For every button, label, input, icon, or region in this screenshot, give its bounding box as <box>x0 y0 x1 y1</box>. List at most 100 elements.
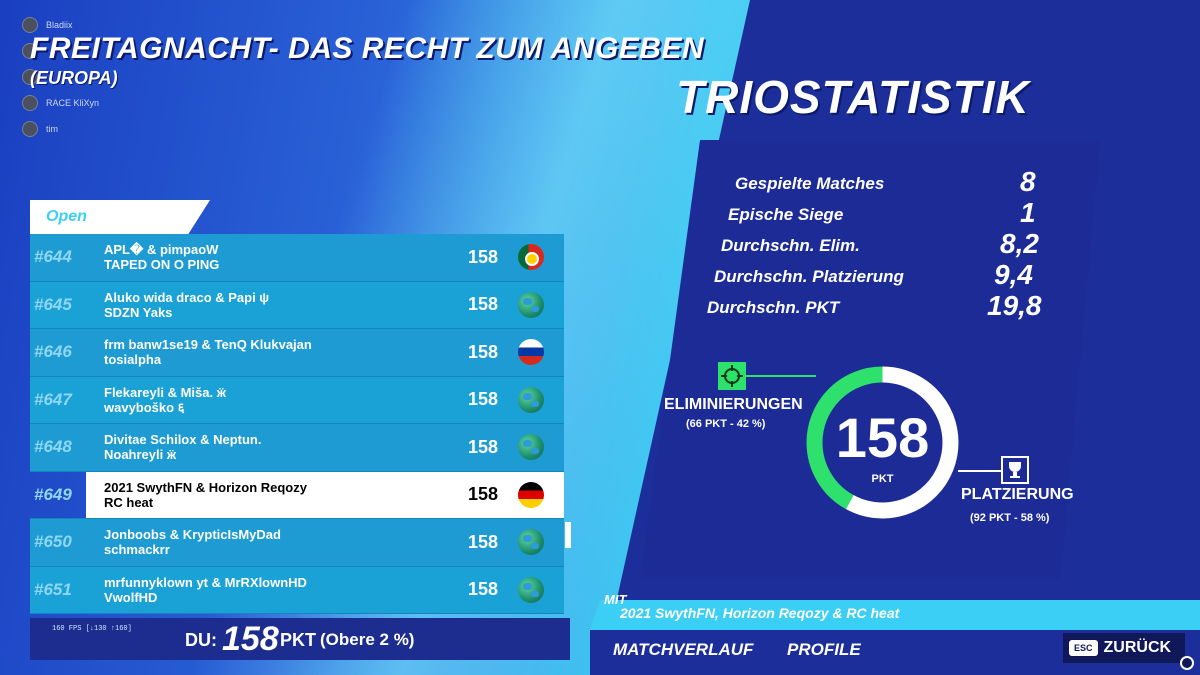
row-names: Divitae Schilox & Neptun. Noahreyli ӝ <box>86 432 448 462</box>
globe-icon <box>518 291 544 318</box>
row-team-line2: wavybоškо ६ <box>104 399 185 415</box>
row-points: 158 <box>467 436 499 457</box>
party-member[interactable]: RACE KliXyn <box>22 90 99 116</box>
page-title: FREITAGNACHT- DAS RECHT ZUM ANGEBEN <box>30 32 705 65</box>
row-points: 158 <box>467 341 499 362</box>
player-score-percentile: (Obere 2 %) <box>320 630 415 649</box>
elimination-connector <box>746 375 816 377</box>
row-body: 2021 SwythFN & Horizon Reqozy RC heat 158 <box>86 471 564 518</box>
teammates-bar <box>590 600 1200 630</box>
teammates-label: MIT <box>604 592 627 607</box>
row-names: Jonboobs & KrypticIsMyDad schmackrr <box>86 527 448 557</box>
points-ring-chart <box>806 366 959 519</box>
party-member-name: RACE KliXyn <box>46 98 100 108</box>
row-team-line1: Jonboobs & KrypticIsMyDad <box>104 527 281 543</box>
party-list: Bladiix RACE KliXyn tim <box>22 12 99 142</box>
player-score-label: DU: <box>185 630 217 650</box>
row-rank: #646 <box>34 342 72 362</box>
leaderboard-row[interactable]: #647 Flekareyli & Miša. ӝ wavybоškо ६ 158 <box>30 376 564 424</box>
stat-value: 1 <box>1020 197 1036 228</box>
player-score-unit: PKT <box>280 630 316 650</box>
party-member[interactable]: Bladiix <box>22 12 99 38</box>
row-team-line2: schmackrr <box>104 542 170 558</box>
row-points: 158 <box>467 294 499 315</box>
stat-value: 8 <box>1020 166 1036 197</box>
party-member[interactable] <box>22 38 99 64</box>
leaderboard-row[interactable]: #644 APL� & pimpaoW TAPED ON O PING 158 <box>30 234 564 282</box>
placement-label: PLATZIERUNG <box>961 486 1074 503</box>
page-subtitle: (EUROPA) <box>30 68 118 88</box>
leaderboard-row[interactable]: #649 2021 SwythFN & Horizon Reqozy RC heat… <box>30 471 564 519</box>
germany-flag-icon <box>518 481 544 508</box>
row-body: Flekareyli & Miša. ӝ wavybоškо ६ 158 <box>86 377 564 424</box>
leaderboard-row[interactable]: #648 Divitae Schilox & Neptun. Noahreyli ӝ… <box>30 424 564 472</box>
row-team-line1: Aluko wida draco & Papi ψ <box>104 289 270 305</box>
row-body: Aluko wida draco & Papi ψ SDZN Yaks 158 <box>86 282 564 329</box>
tab-match-history[interactable]: MATCHVERLAUF <box>613 640 754 659</box>
portugal-flag-icon <box>518 244 544 271</box>
crosshair-icon <box>718 362 746 390</box>
tab-open[interactable]: Open <box>30 200 210 234</box>
row-team-line1: APL� & pimpaoW <box>104 242 219 258</box>
row-points: 158 <box>467 246 499 267</box>
row-names: frm banw1se19 & TenQ Klukvajan tosialpha <box>86 337 448 367</box>
leaderboard-rows: #644 APL� & pimpaoW TAPED ON O PING 158 #645… <box>30 234 572 614</box>
back-button[interactable]: ESC ZURÜCK <box>1063 633 1185 663</box>
esc-key-icon: ESC <box>1069 640 1098 656</box>
row-team-line2: VwolfHD <box>104 589 158 605</box>
row-rank: #644 <box>34 247 72 267</box>
row-names: mrfunnyklown yt & MrRXlownHD VwolfHD <box>86 575 448 605</box>
avatar <box>22 95 38 111</box>
row-team-line1: 2021 SwythFN & Horizon Reqozy <box>104 479 307 495</box>
party-member[interactable] <box>22 64 99 90</box>
stat-label: Durchschn. Elim. <box>721 236 860 255</box>
row-body: APL� & pimpaoW TAPED ON O PING 158 <box>86 234 564 281</box>
row-rank: #645 <box>34 294 72 314</box>
stat-value: 8,2 <box>1000 228 1039 259</box>
row-body: mrfunnyklown yt & MrRXlownHD VwolfHD 158 <box>86 567 564 614</box>
player-score-bar <box>30 618 570 660</box>
row-points: 158 <box>467 484 499 505</box>
points-unit: PKT <box>871 473 894 485</box>
eliminations-label: ELIMINIERUNGEN <box>664 396 803 413</box>
party-member[interactable]: tim <box>22 116 99 142</box>
row-body: Divitae Schilox & Neptun. Noahreyli ӝ 158 <box>86 424 564 471</box>
back-label: ZURÜCK <box>1103 639 1172 656</box>
eliminations-sub: (66 PKT - 42 %) <box>686 418 766 430</box>
row-team-line1: frm banw1se19 & TenQ Klukvajan <box>104 337 312 353</box>
stat-label: Gespielte Matches <box>735 174 885 193</box>
leaderboard-row[interactable]: #651 mrfunnyklown yt & MrRXlownHD VwolfHD 1… <box>30 566 564 614</box>
row-names: APL� & pimpaoW TAPED ON O PING <box>86 242 448 272</box>
avatar <box>22 17 38 33</box>
placement-connector <box>958 470 1002 472</box>
leaderboard-row[interactable]: #646 frm banw1se19 & TenQ Klukvajan tosial… <box>30 329 564 377</box>
row-body: frm banw1se19 & TenQ Klukvajan tosialpha 1… <box>86 329 564 376</box>
leaderboard-row[interactable]: #645 Aluko wida draco & Papi ψ SDZN Yaks 15… <box>30 281 564 329</box>
row-points: 158 <box>467 389 499 410</box>
player-score-value: 158 <box>222 620 279 658</box>
stat-value: 9,4 <box>994 259 1033 290</box>
row-team-line2: tosialpha <box>104 352 162 368</box>
stat-label: Durchschn. PKT <box>707 298 840 317</box>
stat-label: Epische Siege <box>728 205 844 224</box>
party-member-name: Bladiix <box>46 20 73 30</box>
row-team-line1: Divitae Schilox & Neptun. <box>104 432 262 448</box>
globe-icon <box>518 529 544 556</box>
row-names: Aluko wida draco & Papi ψ SDZN Yaks <box>86 290 448 320</box>
elimination-arc <box>806 366 959 519</box>
row-names: 2021 SwythFN & Horizon Reqozy RC heat <box>86 480 448 510</box>
points-total: 158 <box>835 406 930 469</box>
avatar <box>22 69 38 85</box>
scrollbar-thumb[interactable] <box>565 522 571 548</box>
row-names: Flekareyli & Miša. ӝ wavybоškо ६ <box>86 385 448 415</box>
leaderboard-row[interactable]: #650 Jonboobs & KrypticIsMyDad schmackrr 15… <box>30 519 564 567</box>
tab-profile[interactable]: PROFILE <box>787 640 861 659</box>
row-rank: #649 <box>34 484 72 504</box>
loading-icon <box>1180 656 1194 670</box>
row-body: Jonboobs & KrypticIsMyDad schmackrr 158 <box>86 519 564 566</box>
row-rank: #647 <box>34 389 72 409</box>
globe-icon <box>518 576 544 603</box>
row-team-line2: Noahreyli ӝ <box>104 447 177 463</box>
avatar <box>22 43 38 59</box>
row-points: 158 <box>467 531 499 552</box>
